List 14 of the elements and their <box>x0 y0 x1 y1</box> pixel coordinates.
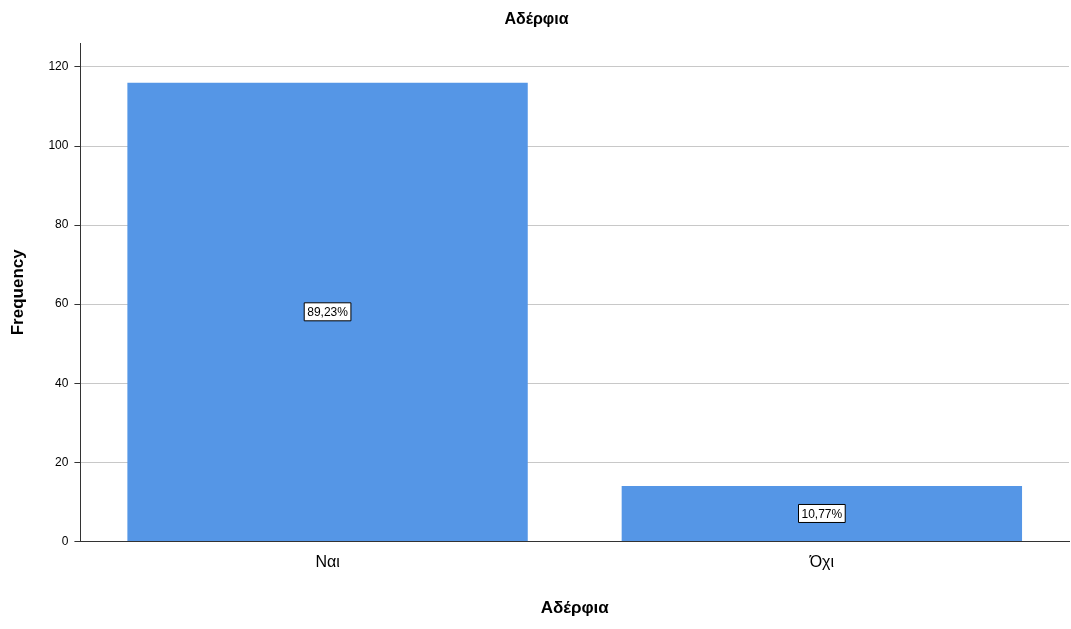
y-axis-title: Frequency <box>7 248 27 336</box>
annotation: 89,23% <box>307 305 349 320</box>
x-tick-label: Όχι <box>808 553 835 571</box>
annotation: 10,77% <box>801 506 843 521</box>
x-axis-title: Αδέρφια <box>540 598 610 618</box>
x-tick-label: Ναι <box>315 553 341 571</box>
y-tick-label: 20 <box>55 454 69 469</box>
y-tick-label: 100 <box>48 138 69 153</box>
y-tick-label: 0 <box>61 533 69 548</box>
y-tick-label: 60 <box>55 296 69 311</box>
y-tick-label: 120 <box>48 59 69 74</box>
y-tick-label: 40 <box>55 375 69 390</box>
y-tick-label: 80 <box>55 217 69 232</box>
chart-title: Αδέρφια <box>504 10 569 28</box>
